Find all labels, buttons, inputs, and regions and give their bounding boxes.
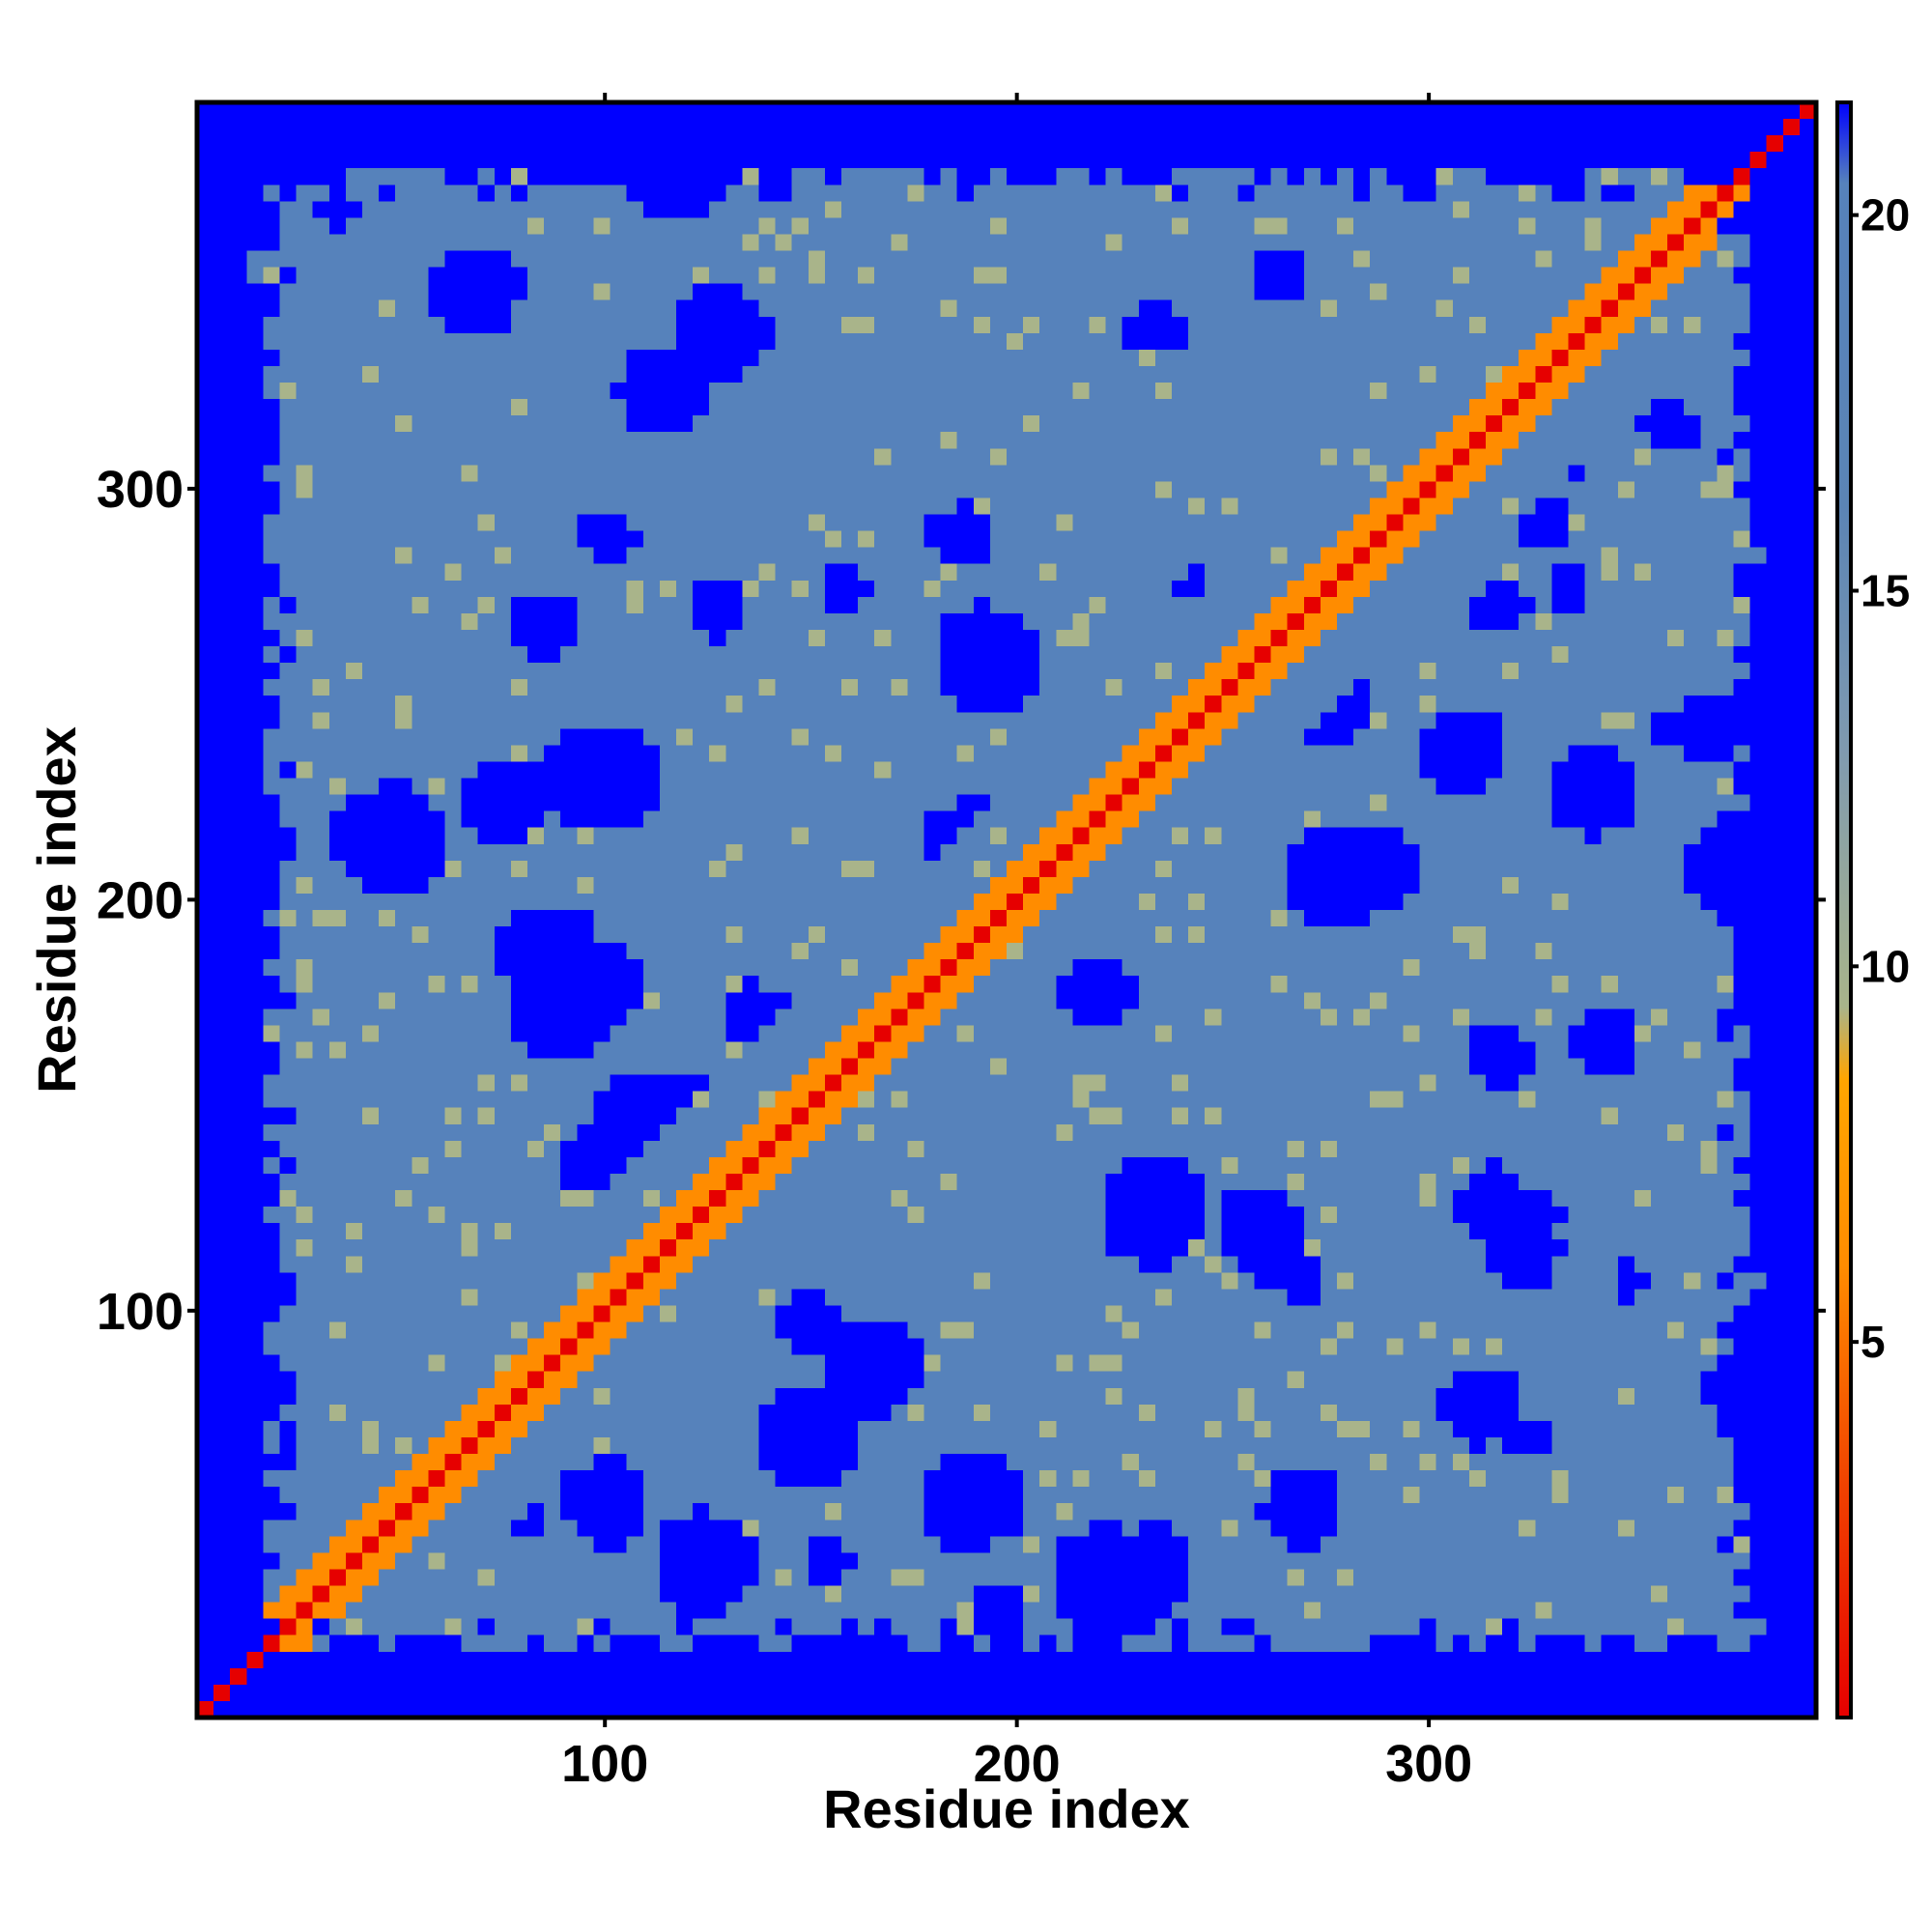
x-tick-label: 100 — [561, 1735, 648, 1793]
plot-frame — [194, 99, 1819, 1720]
colorbar-tick-label: 5 — [1861, 1317, 1886, 1367]
colorbar-tick-label: 15 — [1861, 565, 1910, 615]
y-tick-label: 300 — [97, 461, 184, 519]
x-axis-title: Residue index — [823, 1778, 1190, 1839]
y-tick-label: 100 — [97, 1283, 184, 1341]
axis-ticks: 100 200 300 100 200 300 — [97, 93, 1826, 1793]
x-tick-label: 300 — [1385, 1735, 1472, 1793]
colorbar-tick-label: 20 — [1861, 190, 1910, 241]
colorbar — [1835, 100, 1853, 1719]
x-tick-label: 200 — [974, 1735, 1061, 1793]
y-axis-title: Residue index — [26, 726, 87, 1094]
heatmap — [197, 102, 1816, 1718]
y-tick-label: 200 — [97, 871, 184, 929]
heatmap-image — [197, 102, 1816, 1718]
colorbar-tick-label: 10 — [1861, 941, 1910, 991]
colorbar-ticks: 5 10 15 20 — [1851, 190, 1910, 1367]
